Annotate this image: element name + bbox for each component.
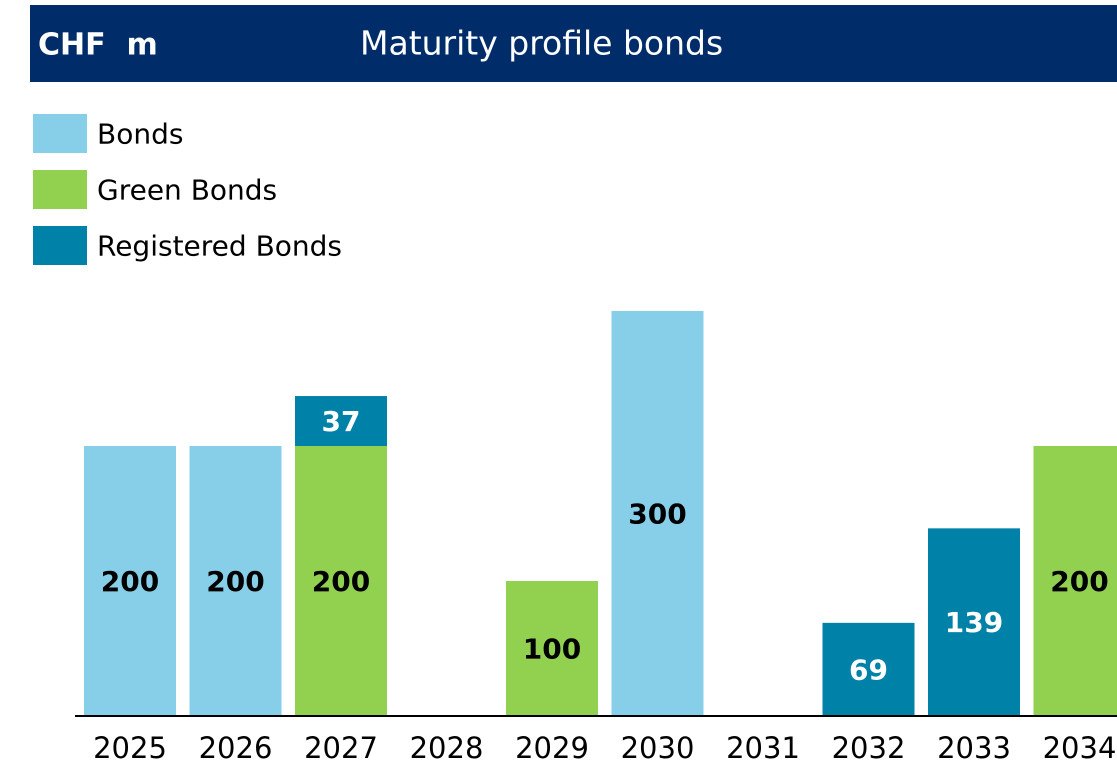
legend-label: Green Bonds <box>97 174 277 207</box>
bar <box>928 528 1020 716</box>
bar <box>506 581 598 716</box>
x-tick-label: 2027 <box>304 731 378 765</box>
unit-label: CHF m <box>38 28 158 63</box>
header-bar <box>30 5 1117 82</box>
legend-swatch <box>33 226 87 265</box>
x-tick-label: 2031 <box>726 731 800 765</box>
data-label: 200 <box>206 565 264 598</box>
data-label: 200 <box>101 565 159 598</box>
data-label: 200 <box>312 565 370 598</box>
legend-swatch <box>33 114 87 153</box>
data-label: 200 <box>1050 565 1108 598</box>
x-tick-label: 2026 <box>199 731 273 765</box>
bar <box>295 396 387 446</box>
data-label: 69 <box>849 653 888 686</box>
legend-label: Bonds <box>97 118 183 151</box>
bar <box>822 622 915 716</box>
chart-title: Maturity profile bonds <box>360 24 723 63</box>
legend-label: Registered Bonds <box>97 230 342 263</box>
data-label: 139 <box>945 606 1003 639</box>
x-tick-label: 2032 <box>832 731 906 765</box>
x-tick-label: 2028 <box>410 731 484 765</box>
bar <box>295 446 387 716</box>
legend-swatch <box>33 170 87 209</box>
bar <box>84 446 176 716</box>
data-label: 300 <box>628 498 686 531</box>
x-tick-label: 2033 <box>937 731 1011 765</box>
x-tick-label: 2029 <box>515 731 589 765</box>
x-tick-label: 2025 <box>93 731 167 765</box>
bar <box>611 311 704 716</box>
x-tick-label: 2030 <box>621 731 695 765</box>
bar <box>189 446 282 716</box>
bar <box>1033 446 1117 716</box>
x-tick-label: 2034 <box>1043 731 1117 765</box>
data-label: 37 <box>322 405 361 438</box>
data-label: 100 <box>523 633 581 666</box>
